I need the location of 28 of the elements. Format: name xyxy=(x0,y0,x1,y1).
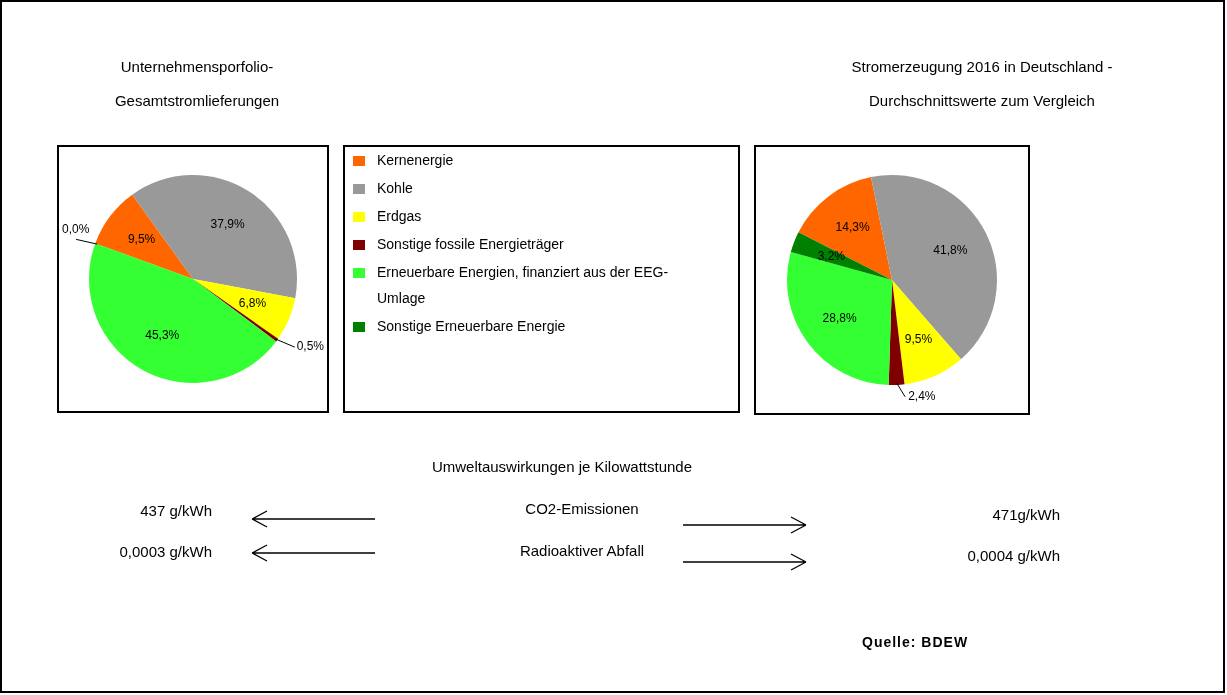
chart-title: Stromerzeugung 2016 in Deutschland - Durchschnittswerte zum Vergleich xyxy=(850,57,1114,111)
source-note: Quelle: BDEW xyxy=(862,634,970,650)
data-label: 9,5% xyxy=(127,232,156,247)
legend-label: Erneuerbare Energien, finanziert aus der EEG-Umlage xyxy=(377,263,670,308)
legend-label: Sonstige Erneuerbare Energie xyxy=(377,317,567,336)
data-label: 45,3% xyxy=(145,328,180,342)
data-label: 0,5% xyxy=(296,339,325,354)
text: CO2-Emissionen xyxy=(524,500,640,517)
text: Umweltauswirkungen je Kilowattstunde xyxy=(430,458,694,475)
data-label: 6,8% xyxy=(238,296,267,311)
data-label: 14,3% xyxy=(835,220,870,235)
legend-label: Kohle xyxy=(377,179,414,198)
data-label: 3,2% xyxy=(817,248,846,263)
legend-label: Sonstige fossile Energieträger xyxy=(377,235,565,254)
data-label: 28,8% xyxy=(822,310,857,325)
legend-label: Erdgas xyxy=(377,207,423,226)
legend-label: Kernenergie xyxy=(377,151,455,170)
text: 437 g/kWh xyxy=(139,502,212,519)
text: 471g/kWh xyxy=(991,506,1060,523)
chart-title: Unternehmensporfolio- Gesamtstromlieferungen xyxy=(113,57,281,111)
data-label: 37,9% xyxy=(210,216,245,231)
data-label: 2,4% xyxy=(908,389,936,404)
data-label: 9,5% xyxy=(904,331,933,346)
text: 0,0004 g/kWh xyxy=(966,547,1060,564)
text: 0,0003 g/kWh xyxy=(118,543,212,560)
text: Radioaktiver Abfall xyxy=(518,542,646,559)
text: 0,0% xyxy=(62,221,90,236)
data-label: 41,8% xyxy=(933,243,968,258)
